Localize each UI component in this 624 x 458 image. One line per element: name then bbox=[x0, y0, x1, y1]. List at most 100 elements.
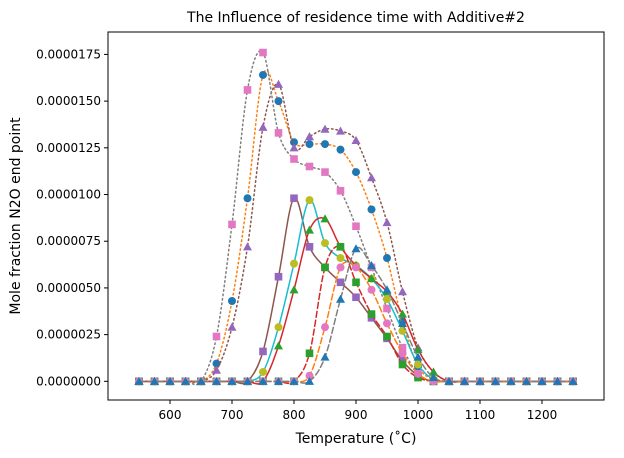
data-point bbox=[181, 376, 190, 385]
data-point bbox=[305, 132, 314, 141]
data-point bbox=[398, 309, 407, 318]
data-point bbox=[259, 347, 267, 356]
x-tick-label: 1100 bbox=[465, 408, 496, 422]
data-point bbox=[367, 310, 376, 318]
data-point bbox=[320, 124, 330, 133]
data-point bbox=[336, 278, 345, 287]
data-point bbox=[460, 376, 469, 385]
data-point bbox=[491, 376, 500, 385]
data-point bbox=[228, 220, 236, 229]
data-point bbox=[367, 261, 376, 270]
data-point bbox=[413, 352, 423, 361]
data-point bbox=[290, 138, 298, 147]
data-point bbox=[305, 162, 314, 171]
y-tick-label: 0.0000125 bbox=[36, 141, 101, 155]
data-point bbox=[336, 145, 345, 154]
data-point bbox=[258, 122, 268, 131]
data-point bbox=[290, 194, 298, 203]
x-tick-label: 1200 bbox=[527, 408, 558, 422]
data-point bbox=[290, 155, 298, 163]
data-point bbox=[537, 376, 547, 385]
data-point bbox=[336, 294, 345, 303]
y-tick-label: 0.0000175 bbox=[36, 47, 101, 61]
data-point bbox=[321, 239, 329, 248]
y-axis: 0.0000000 0.0000025 0.0000050 0.0000075 0.00… bbox=[36, 47, 108, 388]
data-point bbox=[367, 173, 376, 182]
data-point bbox=[383, 319, 391, 328]
y-tick-label: 0.0000150 bbox=[36, 94, 101, 108]
data-point bbox=[227, 322, 237, 331]
data-point bbox=[274, 272, 283, 281]
data-point bbox=[321, 140, 329, 149]
data-point bbox=[383, 332, 391, 341]
x-axis: 600 700 800 900 1000 1100 1200 bbox=[159, 400, 558, 422]
data-point bbox=[274, 79, 283, 88]
x-tick-label: 600 bbox=[159, 408, 182, 422]
data-point bbox=[134, 376, 144, 385]
data-point bbox=[336, 254, 345, 263]
data-point bbox=[258, 376, 268, 385]
data-point bbox=[196, 376, 206, 385]
data-point bbox=[321, 323, 329, 332]
y-axis-title: Mole fraction N2O end point bbox=[8, 117, 24, 315]
data-point bbox=[352, 293, 360, 302]
data-point bbox=[398, 349, 407, 358]
data-point bbox=[553, 376, 562, 385]
data-point bbox=[305, 196, 314, 205]
data-point bbox=[305, 225, 314, 234]
data-point bbox=[259, 70, 267, 79]
data-point bbox=[382, 218, 392, 227]
data-point bbox=[227, 376, 237, 385]
data-point bbox=[320, 214, 330, 223]
data-point bbox=[506, 376, 516, 385]
data-point bbox=[336, 126, 345, 135]
data-point bbox=[305, 376, 314, 385]
data-point bbox=[165, 376, 175, 385]
x-tick-label: 700 bbox=[221, 408, 244, 422]
x-tick-label: 1000 bbox=[403, 408, 434, 422]
chart-title: The Influence of residence time with Add… bbox=[186, 10, 525, 26]
data-point bbox=[274, 323, 283, 332]
data-point bbox=[398, 318, 407, 328]
data-point bbox=[413, 345, 423, 354]
data-point bbox=[367, 285, 376, 294]
data-point bbox=[414, 360, 422, 369]
data-point bbox=[274, 129, 283, 137]
data-point bbox=[429, 373, 438, 382]
y-tick-label: 0.0000000 bbox=[36, 374, 101, 388]
data-point bbox=[212, 332, 221, 341]
data-point bbox=[243, 376, 252, 385]
data-point bbox=[212, 365, 221, 374]
data-point bbox=[243, 194, 252, 203]
y-tick-label: 0.0000075 bbox=[36, 234, 101, 248]
data-point bbox=[290, 259, 298, 268]
data-point bbox=[289, 143, 299, 152]
data-point bbox=[305, 243, 314, 251]
data-point bbox=[243, 242, 252, 251]
data-point bbox=[289, 376, 299, 385]
data-point bbox=[352, 222, 360, 231]
data-point bbox=[398, 287, 407, 296]
data-point bbox=[150, 376, 159, 385]
data-point bbox=[336, 243, 345, 251]
data-point bbox=[305, 140, 314, 149]
data-point bbox=[398, 360, 407, 369]
data-point bbox=[305, 371, 314, 380]
y-tick-label: 0.0000100 bbox=[36, 188, 101, 202]
data-point bbox=[367, 274, 376, 283]
data-point bbox=[274, 376, 283, 385]
data-point bbox=[568, 376, 578, 385]
series-9-line bbox=[138, 246, 574, 384]
data-point bbox=[522, 376, 531, 385]
data-point bbox=[382, 285, 392, 294]
series-layer bbox=[134, 48, 578, 386]
x-tick-label: 900 bbox=[345, 408, 368, 422]
data-point bbox=[259, 48, 267, 57]
data-point bbox=[383, 304, 391, 313]
data-point bbox=[336, 186, 345, 195]
data-point bbox=[352, 278, 360, 287]
data-point bbox=[351, 135, 361, 144]
y-tick-label: 0.0000050 bbox=[36, 281, 101, 295]
